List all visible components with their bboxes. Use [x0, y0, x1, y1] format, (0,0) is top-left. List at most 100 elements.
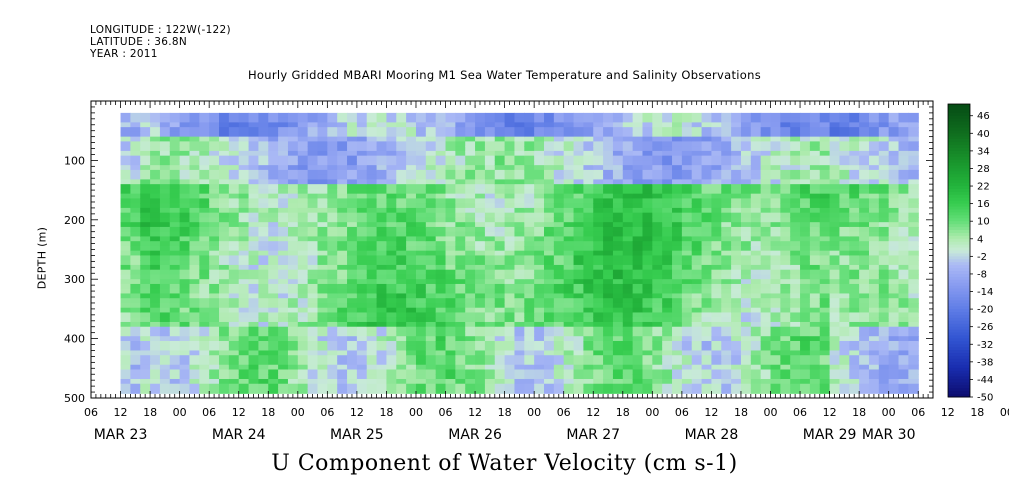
heatmap-cell [721, 283, 732, 290]
heatmap-cell [179, 255, 191, 261]
heatmap-cell [169, 245, 181, 252]
heatmap-cell [327, 302, 338, 309]
heatmap-cell [514, 165, 525, 171]
heatmap-cell [593, 321, 604, 328]
heatmap-cell [672, 388, 683, 394]
heatmap-cell [445, 226, 456, 233]
heatmap-cell [278, 288, 289, 295]
heatmap-cell [681, 222, 693, 228]
heatmap-cell [652, 264, 663, 271]
heatmap-cell [228, 226, 240, 233]
heatmap-cell [652, 293, 663, 299]
heatmap-cell [169, 321, 181, 328]
heatmap-cell [366, 317, 378, 323]
heatmap-cell [898, 231, 909, 238]
heatmap-cell [888, 117, 900, 123]
heatmap-cell [740, 345, 752, 352]
heatmap-cell [524, 274, 535, 280]
heatmap-cell [583, 350, 594, 356]
heatmap-cell [287, 269, 299, 276]
heatmap-cell [376, 226, 388, 233]
heatmap-cell [297, 150, 309, 157]
heatmap-cell [721, 141, 732, 147]
heatmap-cell [297, 340, 309, 347]
heatmap-cell [376, 250, 388, 257]
heatmap-cell [553, 345, 565, 352]
heatmap-cell [189, 364, 200, 371]
heatmap-cell [878, 236, 890, 242]
heatmap-cell [465, 217, 476, 223]
heatmap-cell [544, 184, 555, 190]
heatmap-cell [681, 279, 693, 285]
heatmap-cell [179, 378, 191, 385]
heatmap-cell [356, 326, 368, 333]
heatmap-cell [327, 131, 338, 138]
heatmap-cell [317, 231, 328, 238]
heatmap-cell [563, 217, 575, 223]
heatmap-cell [731, 279, 742, 285]
heatmap-cell [721, 388, 732, 394]
heatmap-cell [455, 155, 466, 161]
heatmap-cell [406, 388, 417, 394]
heatmap-cell [356, 269, 368, 276]
heatmap-cell [465, 321, 476, 328]
heatmap-cell [159, 198, 171, 204]
heatmap-cell [711, 307, 722, 314]
heatmap-cell [612, 198, 624, 204]
heatmap-cell [672, 307, 683, 314]
heatmap-cell [425, 388, 437, 394]
heatmap-cell [514, 212, 525, 219]
heatmap-cell [553, 241, 565, 247]
heatmap-cell [317, 355, 328, 361]
heatmap-cell [583, 141, 594, 147]
heatmap-cell [219, 250, 230, 257]
heatmap-cell [268, 131, 279, 138]
heatmap-cell [278, 217, 289, 223]
heatmap-cell [750, 150, 762, 157]
heatmap-cell [248, 321, 260, 328]
heatmap-cell [140, 298, 151, 304]
heatmap-cell [859, 203, 870, 209]
heatmap-cell [238, 364, 250, 371]
heatmap-cell [583, 117, 594, 123]
heatmap-cell [475, 122, 486, 128]
heatmap-cell [760, 136, 772, 142]
heatmap-cell [248, 269, 260, 276]
heatmap-cell [868, 169, 880, 176]
heatmap-cell [347, 269, 358, 276]
heatmap-cell [672, 212, 683, 219]
heatmap-cell [130, 269, 141, 276]
heatmap-cell [849, 212, 860, 219]
heatmap-cell [829, 298, 841, 304]
heatmap-cell [534, 193, 545, 200]
heatmap-cell [849, 141, 860, 147]
heatmap-cell [297, 203, 309, 209]
heatmap-cell [603, 112, 614, 119]
heatmap-cell [159, 122, 171, 128]
heatmap-cell [514, 141, 525, 147]
heatmap-cell [406, 250, 417, 257]
heatmap-cell [396, 307, 407, 314]
heatmap-cell [593, 136, 604, 142]
heatmap-cell [750, 155, 762, 161]
heatmap-cell [632, 283, 644, 290]
heatmap-cell [750, 222, 762, 228]
heatmap-cell [327, 160, 338, 166]
heatmap-cell [534, 245, 545, 252]
heatmap-cell [159, 127, 171, 133]
heatmap-cell [248, 374, 260, 380]
heatmap-cell [179, 150, 191, 157]
heatmap-cell [583, 122, 594, 128]
heatmap-cell [681, 127, 693, 133]
heatmap-cell [494, 364, 506, 371]
heatmap-cell [199, 245, 210, 252]
heatmap-cell [800, 264, 811, 271]
heatmap-cell [721, 383, 732, 390]
heatmap-cell [425, 212, 437, 219]
heatmap-cell [652, 136, 663, 142]
heatmap-cell [189, 302, 200, 309]
heatmap-cell [445, 255, 456, 261]
heatmap-cell [199, 203, 210, 209]
heatmap-cell [445, 203, 456, 209]
heatmap-cell [258, 321, 269, 328]
